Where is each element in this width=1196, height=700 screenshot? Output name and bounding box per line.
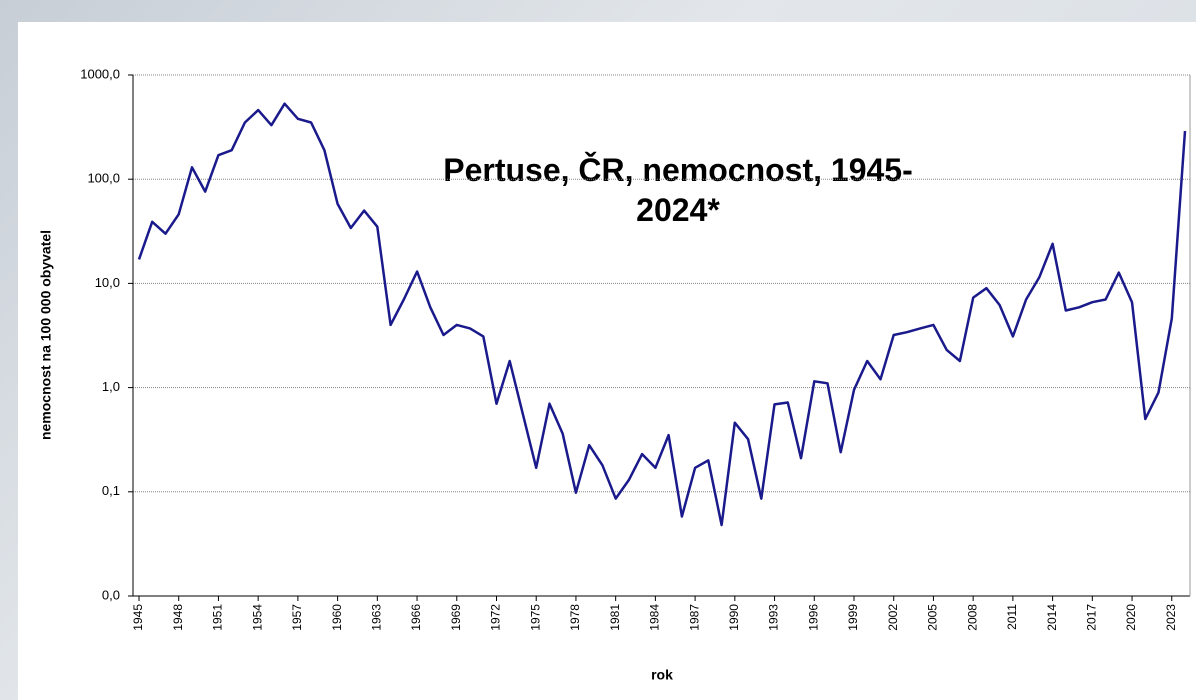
y-tick-label: 1000,0	[80, 66, 120, 81]
x-tick-label: 1978	[568, 604, 582, 631]
x-tick-label: 1999	[846, 604, 860, 631]
series-line	[137, 102, 1187, 527]
x-tick-label: 1975	[528, 604, 542, 631]
y-tick-label: 10,0	[95, 275, 120, 290]
x-tick-label: 1987	[687, 604, 701, 631]
x-tick-label: 2005	[926, 604, 940, 631]
x-tick-label: 1960	[330, 604, 344, 631]
x-tick-label: 2017	[1084, 604, 1098, 631]
x-tick-label: 1993	[767, 604, 781, 631]
y-axis-label: nemocnost na 100 000 obyvatel	[38, 230, 54, 440]
x-axis-label: rok	[651, 667, 673, 683]
y-tick-label: 1,0	[102, 379, 120, 394]
y-tick-label: 0,0	[102, 587, 120, 602]
x-tick-label: 1954	[250, 604, 264, 631]
chart-title: Pertuse, ČR, nemocnost, 1945-2024*	[443, 152, 913, 228]
x-tick-label: 1990	[727, 604, 741, 631]
panel	[18, 22, 1196, 700]
x-tick-label: 1969	[449, 604, 463, 631]
y-tick-label: 100,0	[87, 171, 120, 186]
x-tick-label: 2023	[1164, 604, 1178, 631]
x-tick-label: 1984	[648, 604, 662, 631]
x-tick-label: 1951	[211, 604, 225, 631]
x-tick-label: 1981	[608, 604, 622, 631]
x-tick-label: 1957	[290, 604, 304, 631]
x-tick-label: 1996	[806, 604, 820, 631]
x-tick-label: 1963	[370, 604, 384, 631]
x-tick-label: 2011	[1005, 604, 1019, 630]
x-tick-label: 1972	[489, 604, 503, 631]
x-tick-label: 2002	[886, 604, 900, 631]
x-tick-label: 1948	[171, 604, 185, 631]
y-tick-label: 0,1	[102, 483, 120, 498]
x-tick-label: 2008	[965, 604, 979, 631]
x-tick-label: 2014	[1045, 604, 1059, 631]
x-tick-label: 1966	[409, 604, 423, 631]
title-box: Pertuse, ČR, nemocnost, 1945-2024*	[443, 152, 913, 228]
x-tick-label: 2020	[1124, 604, 1138, 631]
x-tick-label: 1945	[131, 604, 145, 631]
